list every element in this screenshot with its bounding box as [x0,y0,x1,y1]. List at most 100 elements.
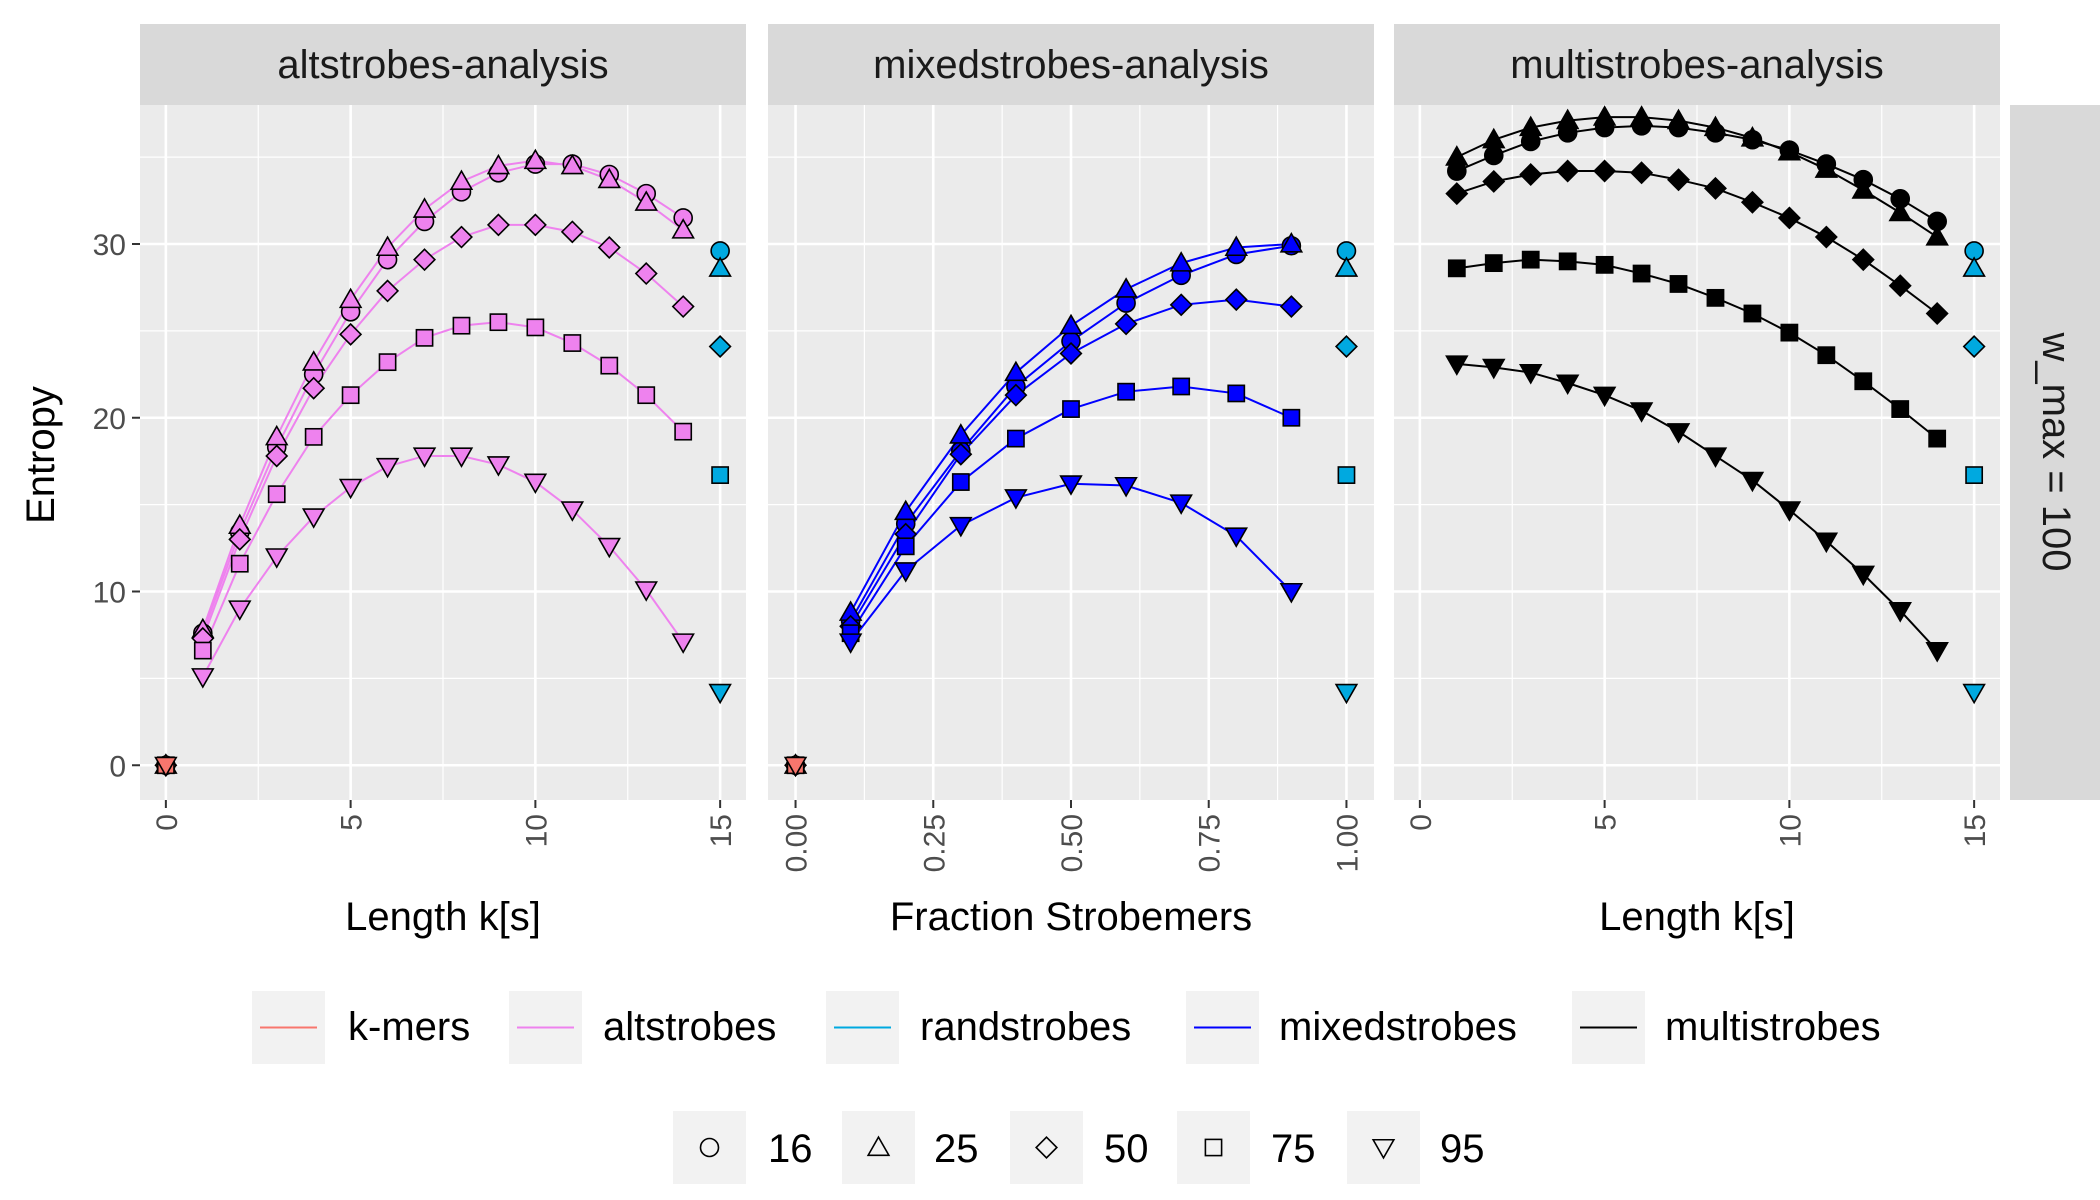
data-point-75 [341,386,360,405]
data-point-75 [378,353,397,372]
data-point-75 [1558,252,1577,271]
data-point-95 [634,581,658,602]
data-point-25 [671,218,695,239]
data-point-95 [1740,471,1765,493]
panel-strip [768,24,1374,105]
kmer-point-95 [154,756,178,778]
data-point-95 [1666,423,1691,444]
data-point-95 [1629,402,1654,423]
data-point-25 [1555,108,1580,130]
legend-item-kmers: k-mers [252,991,470,1064]
data-point-50 [302,376,326,400]
randstrobe-point-25 [708,256,732,277]
data-point-75 [1669,275,1688,293]
data-point-50 [523,213,547,237]
x-axis-label: Length k[s] [1599,895,1795,939]
row-strip-label: w_max = 100 [2034,331,2078,571]
x-tick-label: 0 [1405,814,1438,831]
randstrobe-point-50 [1334,335,1358,358]
x-axis-label: Length k[s] [345,895,541,939]
data-point-75 [304,427,323,446]
data-point-75 [1007,429,1025,448]
x-tick-label: 0.75 [1194,814,1227,872]
data-point-50 [1279,295,1303,319]
data-point-50 [1445,182,1469,206]
y-tick-label: 10 [93,577,126,610]
x-tick-label: 5 [336,814,369,831]
legend-shape-square [1204,1138,1223,1157]
data-point-50 [339,322,363,346]
panel-3: multistrobes-analysis 0 5 10 15 Length k[s] [1394,24,2000,939]
randstrobe-point-25 [1334,256,1359,277]
legend-key-box [1347,1111,1420,1184]
data-point-50 [1519,163,1543,186]
data-point-75 [896,537,915,556]
data-point-75 [230,554,249,573]
data-point-75 [1117,382,1135,401]
panel-title: altstrobes-analysis [277,43,608,87]
data-point-25 [1703,115,1728,137]
data-point-50 [1556,159,1580,183]
randstrobe-point-25 [1962,256,1986,277]
data-point-95 [893,562,918,583]
data-point-25 [1279,232,1304,253]
panel-title: multistrobes-analysis [1510,43,1883,87]
legend-size-16: 16 [673,1111,813,1184]
data-point-75 [1282,408,1301,427]
data-point-95 [1851,565,1876,587]
data-point-25 [1169,251,1193,272]
data-point-95 [1518,364,1543,385]
legend-label: k-mers [348,1005,470,1049]
panel-title: mixedstrobes-analysis [873,43,1269,87]
x-tick-label: 10 [1774,814,1807,847]
data-point-50 [228,527,252,551]
data-point-25 [338,287,363,309]
legend-label: 95 [1440,1127,1485,1171]
panel-1: altstrobes-analysis 0 5 10 15 0 10 20 30 Length k… [93,24,746,939]
data-point-95 [1224,527,1249,548]
data-point-25 [1851,178,1876,199]
data-point-95 [1482,358,1506,380]
data-point-25 [1482,127,1506,149]
panel-strip [1394,24,2000,105]
data-point-25 [375,235,400,257]
legend-label: mixedstrobes [1279,1005,1517,1049]
data-point-95 [1114,476,1138,498]
data-point-25 [1224,235,1249,257]
panel-strip [140,24,746,105]
data-point-95 [338,478,363,500]
data-point-25 [1777,139,1802,161]
randstrobe-point-95 [1334,683,1359,705]
data-point-50 [1114,312,1138,336]
data-point-75 [489,313,508,332]
data-point-75 [1521,250,1540,269]
data-point-50 [376,279,400,303]
data-point-75 [674,422,693,441]
legend-size-25: 25 [842,1111,979,1184]
legend-size-75: 75 [1177,1111,1316,1184]
legend-key-box [1010,1111,1083,1184]
data-point-95 [1169,494,1193,515]
legend-sizes: 16 25 50 75 95 [673,1111,1485,1184]
data-point-95 [523,473,548,494]
legend-item-mixedstrobes: mixedstrobes [1186,991,1517,1064]
legend-key-box [673,1111,746,1184]
x-tick-label: 15 [705,814,738,847]
data-point-50 [1630,161,1654,185]
row-strip: w_max = 100 [2010,105,2100,800]
data-point-50 [1224,288,1248,312]
data-point-25 [449,169,474,191]
data-point-75 [563,334,582,352]
randstrobe-point-75 [1337,466,1356,484]
data-point-75 [1928,429,1947,448]
data-point-75 [1817,346,1836,365]
data-point-95 [1279,582,1304,604]
legend-label: 16 [768,1127,813,1171]
data-point-25 [1814,157,1839,178]
data-point-95 [838,633,863,654]
data-point-50 [1482,169,1506,193]
randstrobe-point-95 [1962,683,1986,705]
data-point-95 [1777,501,1802,522]
x-axis-label: Fraction Strobemers [890,895,1252,939]
